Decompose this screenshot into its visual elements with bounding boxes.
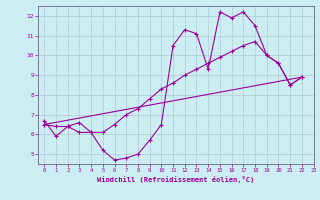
X-axis label: Windchill (Refroidissement éolien,°C): Windchill (Refroidissement éolien,°C) [97, 176, 255, 183]
